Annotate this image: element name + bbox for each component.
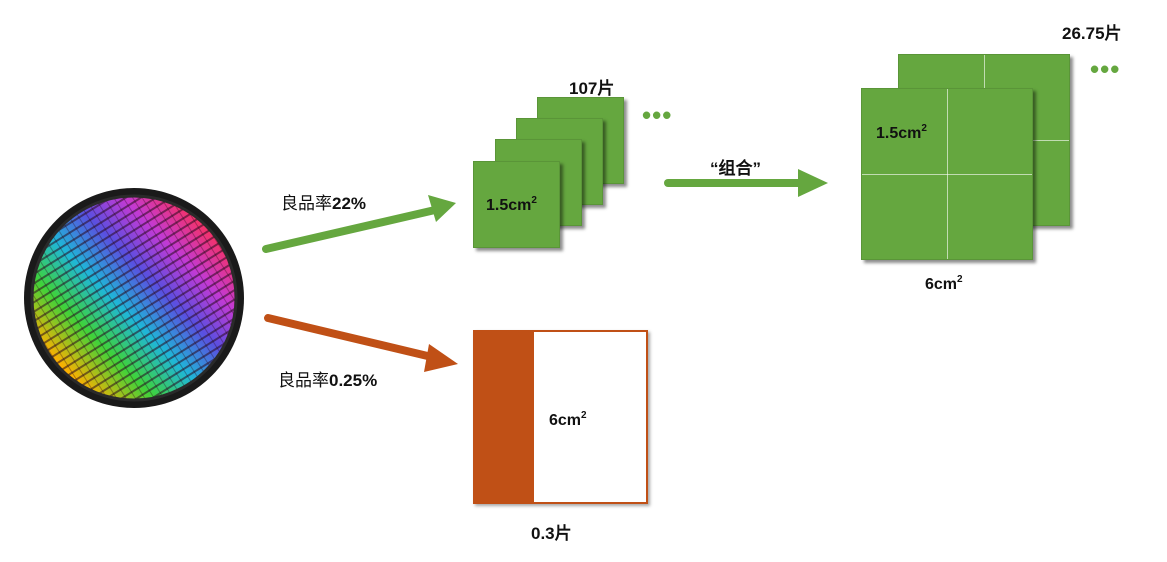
wafer (24, 187, 244, 409)
stack-ellipsis: ••• (642, 100, 673, 130)
large-die-box: 6cm2 (473, 330, 648, 504)
green-arrow-yield (262, 195, 456, 253)
large-die-size-label: 6cm2 (549, 410, 587, 429)
combine-label: “组合” (710, 159, 761, 178)
good-yield-fill (475, 332, 534, 502)
die-square-front: 1.5cm2 (473, 161, 560, 248)
large-die-count-label: 0.3片 (531, 524, 572, 543)
combined-die-label: 1.5cm2 (876, 123, 927, 142)
die-size-label: 1.5cm2 (486, 195, 537, 214)
combined-size-label: 6cm2 (925, 274, 963, 293)
silicon-wafer-icon (24, 188, 244, 408)
top-yield-label: 良品率22% (281, 194, 367, 213)
combined-ellipsis: ••• (1090, 54, 1121, 84)
combined-count-label: 26.75片 (1062, 24, 1122, 43)
green-arrow-combine (664, 169, 828, 197)
stack-count-label: 107片 (569, 79, 615, 98)
bottom-yield-label: 良品率0.25% (278, 371, 378, 390)
combined-square-front: 1.5cm2 (861, 88, 1033, 260)
orange-arrow-yield (264, 314, 458, 372)
